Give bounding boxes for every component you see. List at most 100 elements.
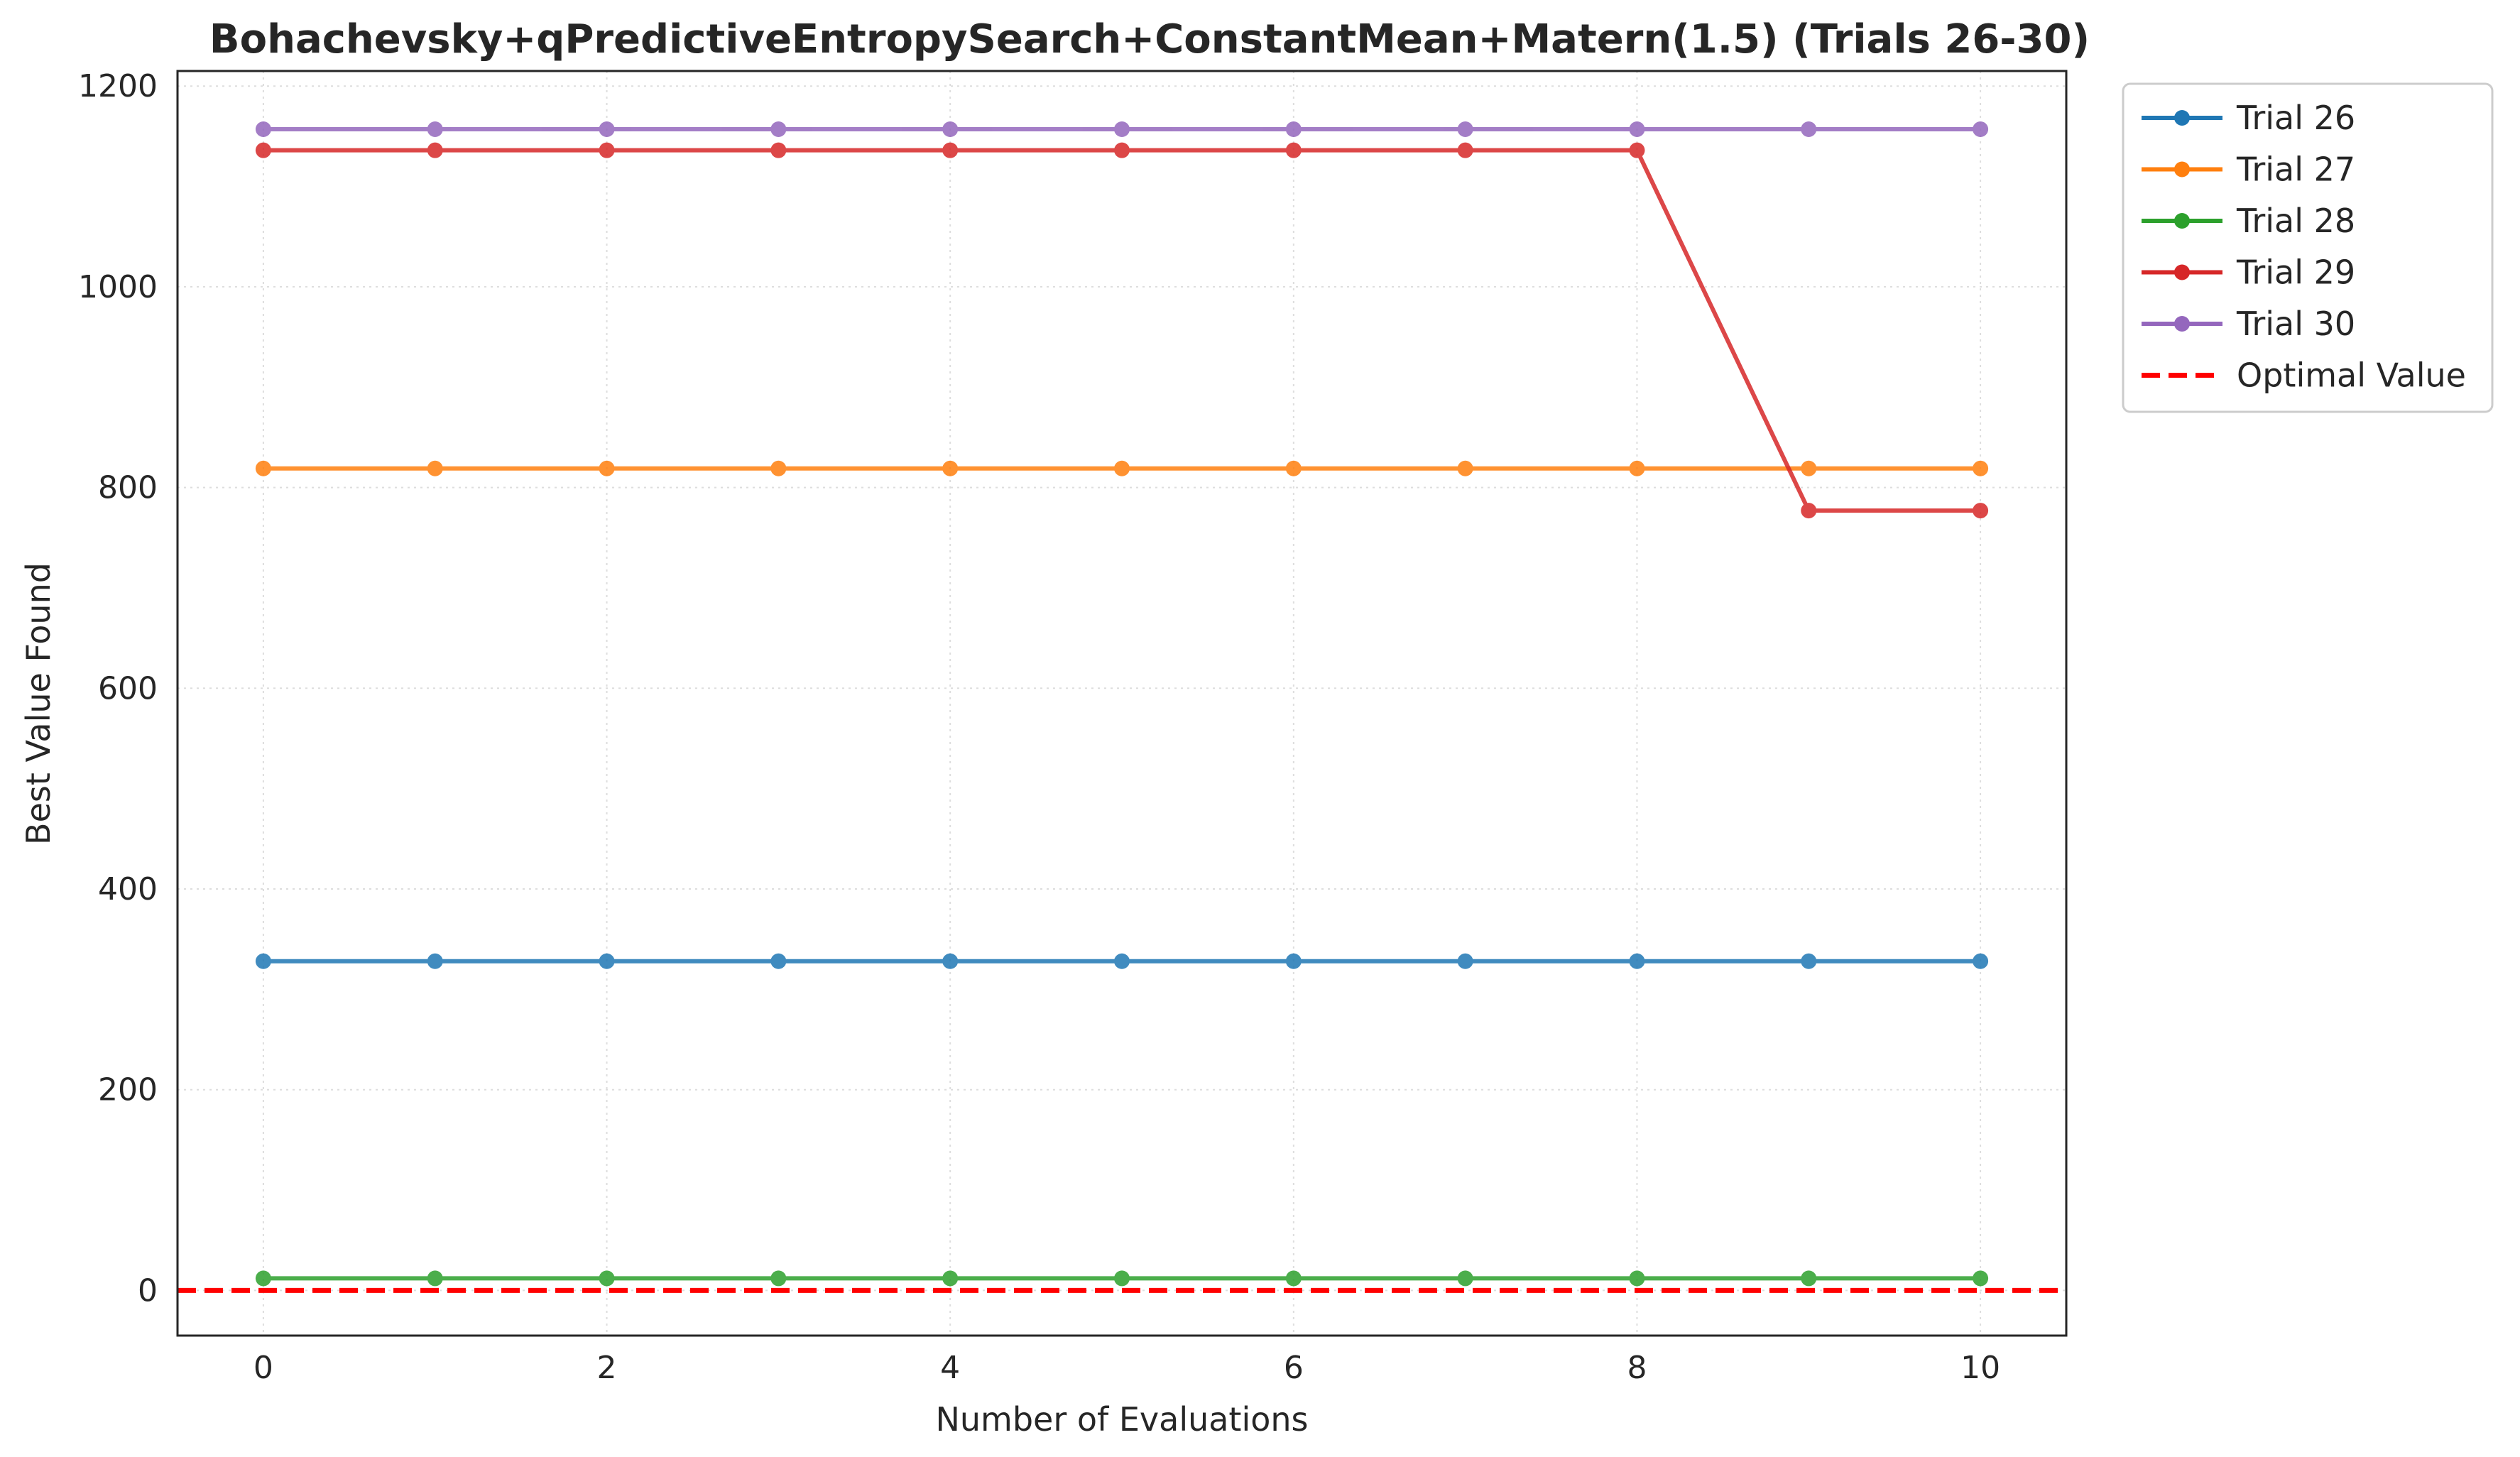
data-point	[1629, 953, 1645, 969]
y-tick-label: 0	[138, 1272, 158, 1309]
data-point	[599, 1270, 615, 1287]
legend-label: Trial 26	[2236, 99, 2355, 137]
data-point	[427, 1270, 443, 1287]
legend-frame	[2122, 82, 2494, 413]
data-point	[599, 121, 615, 137]
data-point	[1114, 121, 1130, 137]
data-point	[1114, 1270, 1130, 1287]
x-tick-label: 0	[253, 1350, 273, 1386]
data-point	[1457, 1270, 1473, 1287]
legend-item-trial-30: Trial 30	[2142, 305, 2355, 343]
y-tick-label: 200	[98, 1072, 158, 1108]
x-tick-label: 4	[940, 1350, 960, 1386]
y-axis-label: Best Value Found	[19, 562, 58, 845]
data-point	[1801, 460, 1817, 476]
data-point	[942, 460, 959, 476]
legend-label: Trial 29	[2236, 253, 2355, 292]
y-tick-label: 800	[98, 470, 158, 506]
data-point	[770, 1270, 787, 1287]
data-point	[255, 953, 271, 969]
y-tick-label: 1200	[78, 68, 158, 104]
data-point	[255, 1270, 271, 1287]
data-point	[1457, 142, 1473, 158]
data-point	[1629, 1270, 1645, 1287]
data-point	[1801, 953, 1817, 969]
legend-marker	[2174, 316, 2190, 332]
data-point	[1629, 460, 1645, 476]
data-point	[942, 121, 959, 137]
data-point	[427, 460, 443, 476]
data-point	[599, 953, 615, 969]
legend-item-trial-28: Trial 28	[2142, 202, 2355, 240]
data-point	[942, 142, 959, 158]
data-point	[427, 121, 443, 137]
chart-title: Bohachevsky+qPredictiveEntropySearch+Con…	[209, 16, 2090, 62]
legend-label: Optimal Value	[2237, 356, 2466, 395]
x-tick-label: 8	[1627, 1350, 1647, 1386]
data-point	[1801, 121, 1817, 137]
legend-marker	[2174, 213, 2190, 229]
series-group	[255, 121, 1989, 1287]
legend-item-trial-26: Trial 26	[2142, 99, 2355, 137]
series-trial-28	[255, 1270, 1989, 1287]
series-trial-29	[255, 142, 1989, 519]
y-tick-label: 400	[98, 871, 158, 907]
data-point	[1973, 503, 1989, 519]
gridlines	[178, 71, 2066, 1336]
data-point	[942, 953, 959, 969]
data-point	[1285, 121, 1302, 137]
data-point	[427, 953, 443, 969]
y-tick-label: 600	[98, 670, 158, 706]
data-point	[1973, 121, 1989, 137]
x-tick-label: 2	[597, 1350, 617, 1386]
data-point	[1457, 953, 1473, 969]
data-point	[770, 142, 787, 158]
legend-item-trial-27: Trial 27	[2142, 151, 2355, 189]
series-trial-27	[255, 460, 1989, 476]
data-point	[770, 460, 787, 476]
data-point	[1285, 953, 1302, 969]
legend-label: Trial 27	[2236, 151, 2355, 189]
data-point	[1114, 953, 1130, 969]
x-axis-label: Number of Evaluations	[935, 1400, 1308, 1439]
data-point	[770, 953, 787, 969]
data-point	[1629, 142, 1645, 158]
legend-label: Trial 30	[2236, 305, 2355, 343]
legend: Trial 26 Trial 27 Trial 28 Trial 29 Trial 30…	[2122, 82, 2494, 413]
data-point	[255, 121, 271, 137]
data-point	[1114, 142, 1130, 158]
legend-label: Trial 28	[2236, 202, 2355, 240]
plot-frame	[176, 70, 2068, 1337]
data-point	[1457, 121, 1473, 137]
data-point	[942, 1270, 959, 1287]
data-point	[1285, 460, 1302, 476]
data-point	[599, 142, 615, 158]
data-point	[599, 460, 615, 476]
data-point	[1285, 142, 1302, 158]
series-line	[263, 148, 1981, 513]
y-tick-label: 1000	[78, 269, 158, 305]
data-point	[427, 142, 443, 158]
legend-item-optimal-value: Optimal Value	[2142, 356, 2466, 395]
data-point	[1973, 460, 1989, 476]
legend-marker	[2174, 161, 2190, 178]
legend-marker	[2174, 110, 2190, 126]
y-tick-labels: 0 200 400 600 800 1000 1200	[78, 68, 158, 1309]
data-point	[1629, 121, 1645, 137]
data-point	[1801, 503, 1817, 519]
data-point	[255, 142, 271, 158]
data-point	[1457, 460, 1473, 476]
data-point	[1285, 1270, 1302, 1287]
data-point	[1801, 1270, 1817, 1287]
series-trial-26	[255, 953, 1989, 969]
data-point	[255, 460, 271, 476]
data-point	[1114, 460, 1130, 476]
data-point	[770, 121, 787, 137]
legend-item-trial-29: Trial 29	[2142, 253, 2355, 292]
series-trial-30	[255, 121, 1989, 137]
x-tick-label: 6	[1284, 1350, 1304, 1386]
legend-marker	[2174, 264, 2190, 280]
x-tick-label: 10	[1960, 1350, 2000, 1386]
x-tick-labels: 0 2 4 6 8 10	[253, 1350, 2000, 1386]
